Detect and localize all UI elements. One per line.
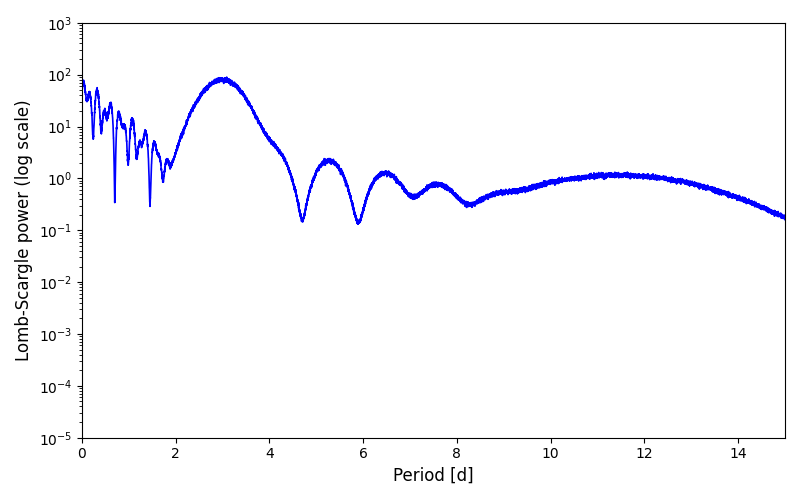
X-axis label: Period [d]: Period [d] [393, 467, 474, 485]
Y-axis label: Lomb-Scargle power (log scale): Lomb-Scargle power (log scale) [15, 100, 33, 361]
